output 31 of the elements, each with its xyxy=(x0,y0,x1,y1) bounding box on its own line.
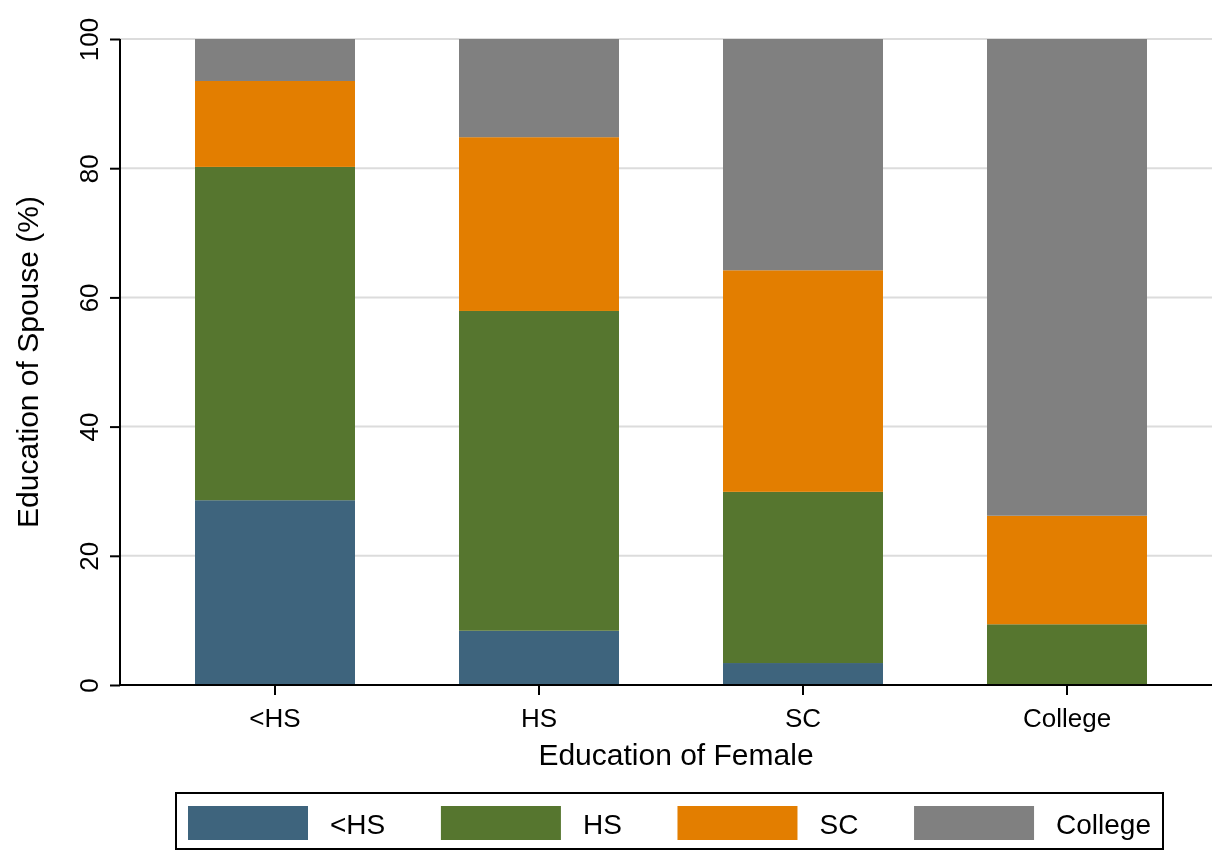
bar xyxy=(723,491,883,664)
bar xyxy=(987,515,1147,625)
legend-label: SC xyxy=(819,809,859,840)
y-tick-label: 60 xyxy=(74,283,104,313)
legend-label: HS xyxy=(582,809,622,840)
legend-label: College xyxy=(1056,809,1151,840)
x-tick-label: College xyxy=(1022,702,1112,733)
bar xyxy=(987,39,1147,516)
bar xyxy=(459,310,619,631)
bar xyxy=(723,270,883,492)
bar xyxy=(459,630,619,685)
bar xyxy=(723,39,883,271)
x-tick-label: SC xyxy=(784,702,822,733)
bar xyxy=(459,39,619,138)
y-axis-title: Education of Spouse (%) xyxy=(11,196,44,528)
y-tick-label: 100 xyxy=(74,17,104,62)
bar xyxy=(195,500,355,685)
bar xyxy=(987,624,1147,685)
y-tick-label: 40 xyxy=(74,412,104,442)
legend-label: <HS xyxy=(330,809,386,840)
bar xyxy=(195,39,355,81)
y-tick-label: 0 xyxy=(74,678,104,693)
y-tick-label: 80 xyxy=(74,154,104,184)
y-tick-label: 20 xyxy=(74,541,104,571)
bar xyxy=(459,137,619,311)
x-tick-label: HS xyxy=(520,702,558,733)
bar xyxy=(195,166,355,501)
x-axis-title: Education of Female xyxy=(538,738,814,771)
x-tick-label: <HS xyxy=(249,702,301,733)
bar xyxy=(195,80,355,167)
bar xyxy=(723,663,883,685)
